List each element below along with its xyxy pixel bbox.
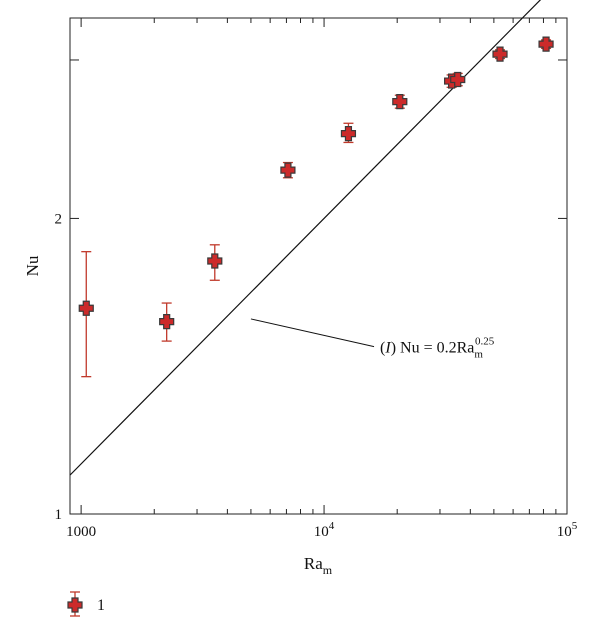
point-marker (492, 46, 508, 62)
point-marker (280, 162, 296, 178)
annotation-sub: m (474, 349, 483, 361)
data-point-5 (340, 122, 357, 144)
x-tick-base: 10 (557, 524, 572, 540)
legend-marker (67, 591, 83, 617)
y-tick-label: 1 (55, 507, 63, 523)
fit-line (69, 0, 542, 476)
data-point-3 (207, 244, 223, 281)
data-point-8 (450, 71, 466, 88)
x-tick-label: 104 (314, 520, 335, 540)
point-marker (538, 36, 554, 52)
data-point-10 (538, 36, 554, 52)
x-axis-label: Ram (304, 554, 333, 577)
data-point-9 (492, 46, 508, 62)
x-tick-label: 1000 (66, 524, 96, 540)
annotation-italic: I (384, 340, 391, 357)
point-marker (450, 71, 466, 88)
point-marker (392, 94, 408, 110)
annotation-sup: 0.25 (475, 336, 495, 348)
data-point-6 (392, 94, 408, 110)
data-point-4 (280, 161, 296, 179)
annotation-group: (I) Nu = 0.2Ram0.25 (250, 318, 495, 361)
annotation-text: (I) Nu = 0.2Ram0.25 (380, 336, 495, 361)
x-tick-base: 10 (314, 524, 329, 540)
data-point-1 (78, 251, 94, 378)
annotation-open: ( (380, 340, 385, 357)
x-axis-label-main: Ra (304, 554, 323, 573)
annotation-leader (250, 318, 375, 348)
point-marker (207, 253, 223, 269)
point-marker (78, 300, 94, 316)
plot-frame (69, 17, 568, 515)
data-points (78, 36, 554, 378)
x-axis-label-sub: m (323, 563, 333, 577)
fit-line-group (69, 0, 542, 476)
data-point-2 (159, 302, 175, 342)
legend: 1 (67, 591, 105, 617)
point-marker (159, 314, 175, 330)
y-tick-label: 2 (55, 211, 63, 227)
point-marker (340, 126, 357, 142)
x-tick-exp: 4 (329, 520, 335, 532)
y-axis-label: Nu (23, 255, 42, 276)
x-tick-exp: 5 (572, 520, 578, 532)
annotation-main: ) Nu = 0.2Ra (391, 340, 475, 357)
x-tick-label: 105 (557, 520, 578, 540)
legend-label-1: 1 (97, 597, 105, 614)
